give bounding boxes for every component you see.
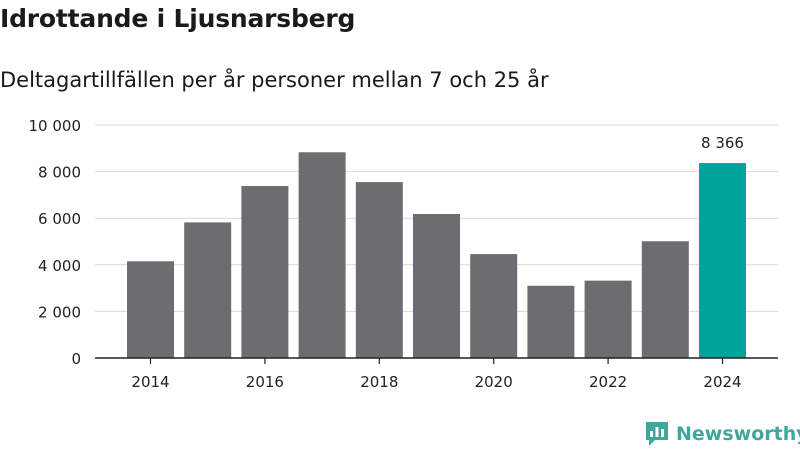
chart-subtitle: Deltagartillfällen per år personer mella… bbox=[0, 68, 549, 92]
y-tick-label: 0 bbox=[71, 350, 81, 368]
brand-name: Newsworthy bbox=[676, 423, 800, 445]
y-tick-label: 10 000 bbox=[29, 117, 82, 135]
y-tick-label: 4 000 bbox=[38, 257, 81, 275]
x-tick-label: 2018 bbox=[360, 373, 398, 391]
bar-2015 bbox=[184, 222, 232, 358]
brand-logo: Newsworthy bbox=[644, 420, 800, 448]
y-tick-label: 2 000 bbox=[38, 303, 81, 321]
bar-2020 bbox=[470, 254, 518, 358]
bar-2023 bbox=[641, 241, 689, 358]
bar-2017 bbox=[298, 152, 346, 358]
bar-2019 bbox=[413, 214, 460, 358]
x-tick-label: 2014 bbox=[131, 373, 169, 391]
bar-2018 bbox=[355, 182, 403, 358]
bar-2021 bbox=[527, 285, 575, 358]
newsworthy-logo-icon bbox=[646, 422, 668, 446]
bar-2014 bbox=[127, 261, 174, 358]
y-tick-label: 6 000 bbox=[38, 210, 81, 228]
bar-2022 bbox=[584, 280, 632, 358]
y-tick-label: 8 000 bbox=[38, 164, 81, 182]
x-tick-label: 2020 bbox=[475, 373, 513, 391]
data-label: 8 366 bbox=[701, 134, 744, 152]
x-tick-label: 2016 bbox=[246, 373, 284, 391]
bar-2016 bbox=[241, 186, 289, 358]
x-tick-label: 2024 bbox=[703, 373, 741, 391]
x-tick-label: 2022 bbox=[589, 373, 627, 391]
bar-2024 bbox=[699, 163, 746, 358]
chart-title: Idrottande i Ljusnarsberg bbox=[0, 4, 356, 33]
